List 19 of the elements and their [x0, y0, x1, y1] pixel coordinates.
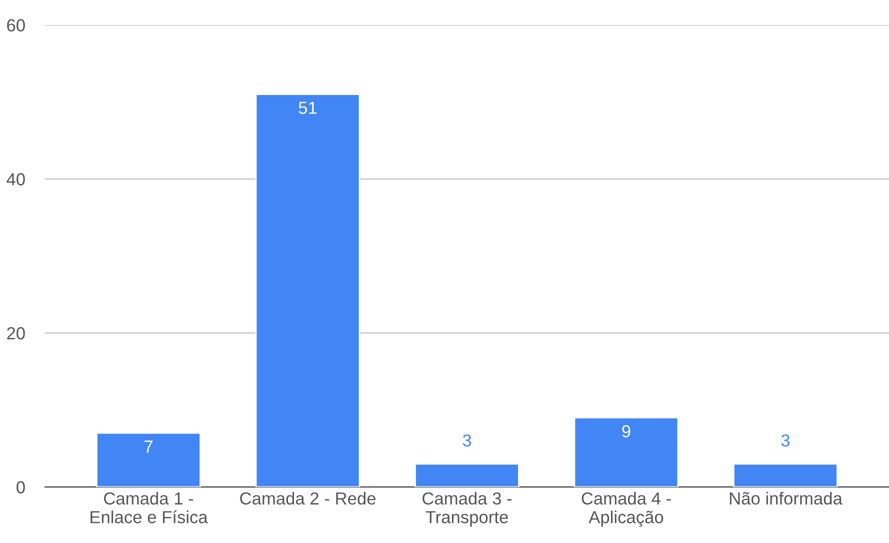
y-tick-label: 40 [6, 173, 25, 186]
x-tick-label: Camada 3 - Transporte [422, 492, 512, 527]
bar [733, 463, 838, 487]
bar [414, 463, 520, 487]
y-tick-label: 20 [7, 327, 25, 340]
y-tick-label: 60 [7, 19, 25, 32]
data-label: 51 [298, 102, 317, 114]
x-tick-label: Não informada [730, 492, 842, 505]
data-label: 3 [781, 434, 790, 447]
bar [574, 417, 679, 487]
data-label: 3 [462, 434, 472, 447]
data-label: 7 [144, 440, 152, 453]
bar [255, 94, 360, 487]
bar [96, 432, 201, 487]
x-tick-label: Camada 4 - Aplicação [582, 492, 671, 527]
y-tick-label: 0 [16, 481, 25, 494]
x-tick-label: Camada 1 - Enlace e Física [90, 492, 208, 524]
data-label: 9 [622, 425, 630, 438]
x-tick-label: Camada 2 - Rede [240, 492, 376, 505]
